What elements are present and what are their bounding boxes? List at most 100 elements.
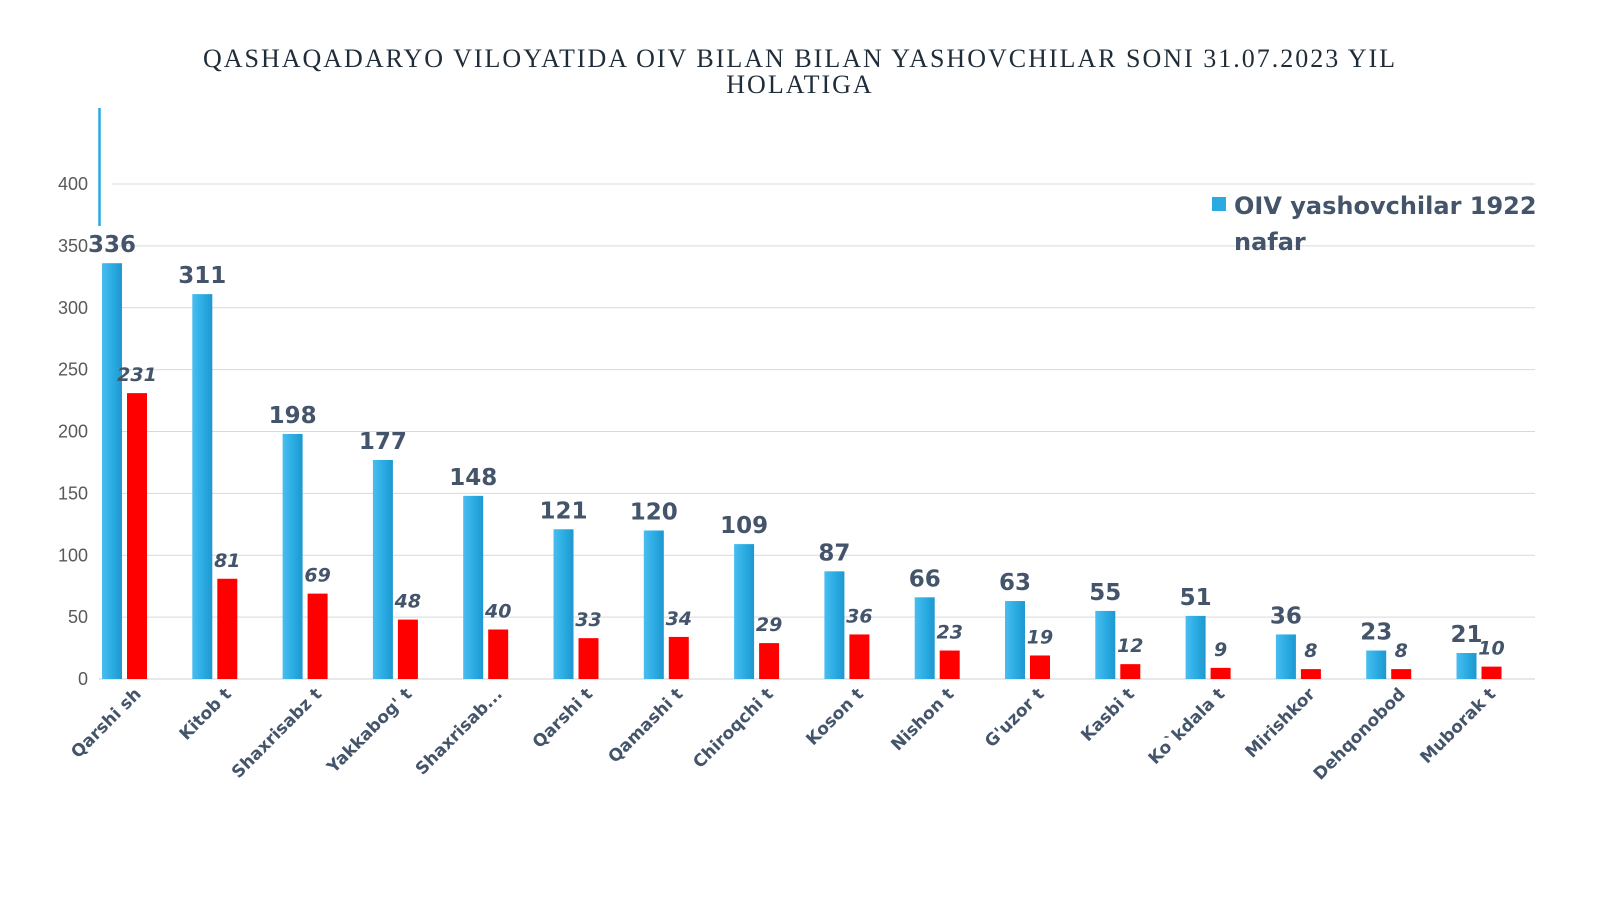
bar-series-2 (1391, 669, 1412, 679)
x-tick-label: Muborak t (1417, 684, 1500, 767)
bar-series-1 (1275, 634, 1296, 679)
x-tick-label: Koson t (803, 684, 868, 749)
x-tick-label: G'uzor t (981, 684, 1048, 751)
bar-series-1 (553, 529, 574, 679)
data-label-series-2: 12 (1117, 635, 1143, 657)
bar-series-2 (1030, 655, 1050, 679)
bar-series-1 (914, 597, 935, 679)
data-label-series-2: 8 (1304, 640, 1317, 662)
bar-series-2 (217, 578, 238, 679)
data-label-series-2: 34 (666, 608, 692, 630)
bar-series-1 (102, 263, 122, 679)
x-tick-label: Kasbi t (1077, 684, 1138, 745)
bar-series-2 (939, 650, 960, 679)
y-tick-label: 400 (58, 174, 88, 194)
data-label-series-1: 336 (88, 232, 136, 258)
bar-series-1 (192, 294, 213, 679)
legend: OIV yashovchilar 1922 nafar (1212, 192, 1537, 256)
data-label-series-2: 29 (756, 614, 782, 636)
bar-series-2 (1481, 666, 1502, 679)
x-tick-label: Nishon t (887, 684, 958, 755)
y-tick-label: 300 (58, 298, 88, 318)
y-tick-label: 100 (58, 545, 88, 565)
x-tick-label: Yakkabog' t (323, 684, 417, 778)
y-tick-label: 200 (58, 422, 88, 442)
data-label-series-1: 23 (1360, 620, 1392, 646)
data-label-series-1: 55 (1089, 580, 1121, 606)
gridlines (99, 183, 1535, 680)
bar-series-2 (397, 619, 418, 679)
x-tick-label: Shaxrisab... (412, 684, 507, 779)
y-tick-label: 50 (68, 607, 88, 627)
bar-series-1 (1185, 615, 1206, 679)
data-label-series-2: 36 (846, 605, 872, 627)
y-tick-label: 350 (58, 236, 88, 256)
bar-series-2 (668, 636, 689, 679)
bar-series-1 (643, 530, 664, 679)
bar-series-2 (307, 593, 328, 679)
data-label-series-1: 198 (269, 403, 317, 429)
y-tick-label: 250 (58, 360, 88, 380)
data-label-series-1: 36 (1270, 603, 1302, 629)
data-label-series-1: 109 (720, 513, 768, 539)
bar-series-2 (1120, 664, 1141, 679)
data-label-series-2: 9 (1214, 639, 1227, 661)
data-label-series-1: 63 (999, 570, 1031, 596)
data-label-series-1: 311 (178, 263, 226, 289)
bar-series-2 (578, 638, 599, 679)
bar-series-2 (1300, 669, 1321, 679)
y-tick-label: 150 (58, 483, 88, 503)
bar-series-2 (488, 629, 509, 679)
data-label-series-1: 121 (539, 498, 587, 524)
x-tick-label: Kitob t (176, 684, 236, 744)
data-label-series-1: 66 (909, 566, 941, 592)
x-tick-label: Dehqonobod (1310, 684, 1410, 784)
data-label-series-2: 81 (214, 550, 240, 572)
x-tick-label: Qarshi sh (67, 684, 145, 762)
data-label-series-2: 10 (1478, 638, 1504, 660)
x-tick-label: Qamashi t (604, 684, 687, 767)
data-label-series-2: 23 (936, 622, 962, 644)
data-label-series-1: 21 (1450, 622, 1482, 648)
x-tick-label: Chiroqchi t (689, 684, 777, 772)
bar-series-2 (1210, 667, 1231, 679)
bar-series-1 (1005, 601, 1025, 679)
bar-series-1 (734, 544, 755, 679)
data-labels: 3362313118119869177481484012133120341092… (88, 232, 1505, 662)
data-label-series-1: 148 (449, 465, 497, 491)
data-label-series-2: 8 (1395, 640, 1408, 662)
bar-series-1 (1366, 650, 1387, 679)
bar-series-1 (282, 433, 303, 679)
y-tick-label: 0 (78, 669, 88, 689)
bar-series-2 (127, 393, 147, 679)
bar-series-1 (372, 459, 393, 679)
legend-swatch (1212, 197, 1226, 211)
bar-series-1 (1456, 653, 1477, 679)
bar-series-1 (463, 495, 484, 679)
x-tick-label: Mirishkor (1242, 684, 1320, 762)
x-tick-label: Ko`kdala t (1145, 684, 1229, 768)
bars (102, 263, 1502, 679)
bar-series-1 (1095, 610, 1116, 679)
bar-series-2 (849, 634, 870, 679)
legend-label-line-2: nafar (1234, 228, 1306, 256)
legend-label: OIV yashovchilar 1922 (1234, 192, 1537, 220)
data-label-series-2: 69 (304, 565, 330, 587)
data-label-series-2: 19 (1027, 626, 1053, 648)
data-label-series-2: 48 (394, 591, 421, 613)
data-label-series-2: 231 (117, 364, 157, 386)
data-label-series-2: 40 (484, 601, 511, 623)
chart-title: QASHAQADARYO VILOYATIDA OIV BILAN BILAN … (202, 44, 1398, 99)
data-label-series-1: 87 (818, 540, 850, 566)
x-tick-label: Shaxrisabz t (228, 684, 326, 782)
bar-series-1 (824, 571, 845, 679)
data-label-series-1: 120 (630, 500, 678, 526)
bar-series-2 (759, 643, 780, 679)
x-tick-label: Qarshi t (529, 684, 597, 752)
data-label-series-1: 177 (359, 429, 407, 455)
data-label-series-2: 33 (575, 609, 601, 631)
data-label-series-1: 51 (1180, 585, 1212, 611)
y-axis-ticks: 0 50 100 150 200 250 300 350 400 (58, 174, 88, 689)
